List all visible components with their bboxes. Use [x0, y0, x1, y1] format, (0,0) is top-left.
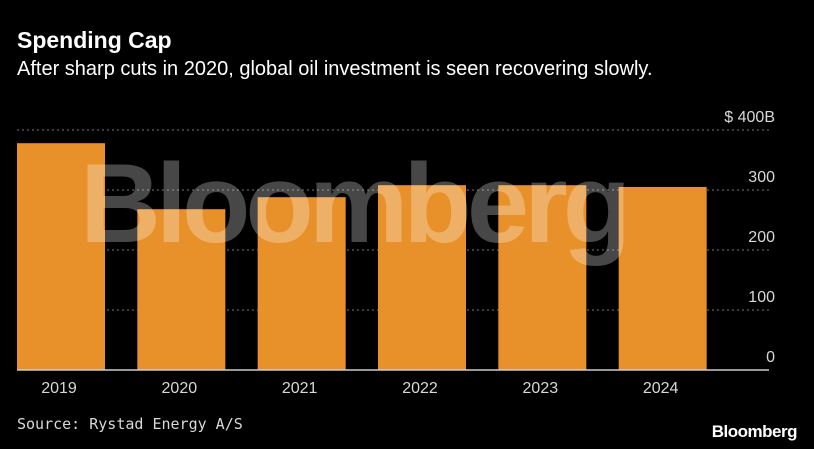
chart-title: Spending Cap — [17, 27, 172, 53]
x-tick-label: 2023 — [523, 380, 559, 397]
bloomberg-logo: Bloomberg — [711, 422, 798, 441]
x-tick-label: 2020 — [162, 380, 198, 397]
y-tick-label: 0 — [766, 349, 775, 366]
y-tick-label: 100 — [748, 289, 775, 306]
bar — [17, 143, 105, 370]
y-tick-label: 300 — [748, 169, 775, 186]
y-tick-label: $ 400B — [724, 109, 775, 126]
y-tick-label: 200 — [748, 229, 775, 246]
x-tick-label: 2021 — [282, 380, 318, 397]
x-tick-label: 2019 — [41, 380, 77, 397]
bar — [618, 187, 707, 370]
source-note: Source: Rystad Energy A/S — [17, 415, 243, 433]
bar — [137, 209, 226, 370]
bar — [257, 197, 346, 370]
x-tick-label: 2024 — [643, 380, 679, 397]
bar — [378, 185, 466, 370]
bar — [498, 185, 587, 370]
x-tick-label: 2022 — [402, 380, 438, 397]
chart-subtitle: After sharp cuts in 2020, global oil inv… — [17, 58, 653, 80]
